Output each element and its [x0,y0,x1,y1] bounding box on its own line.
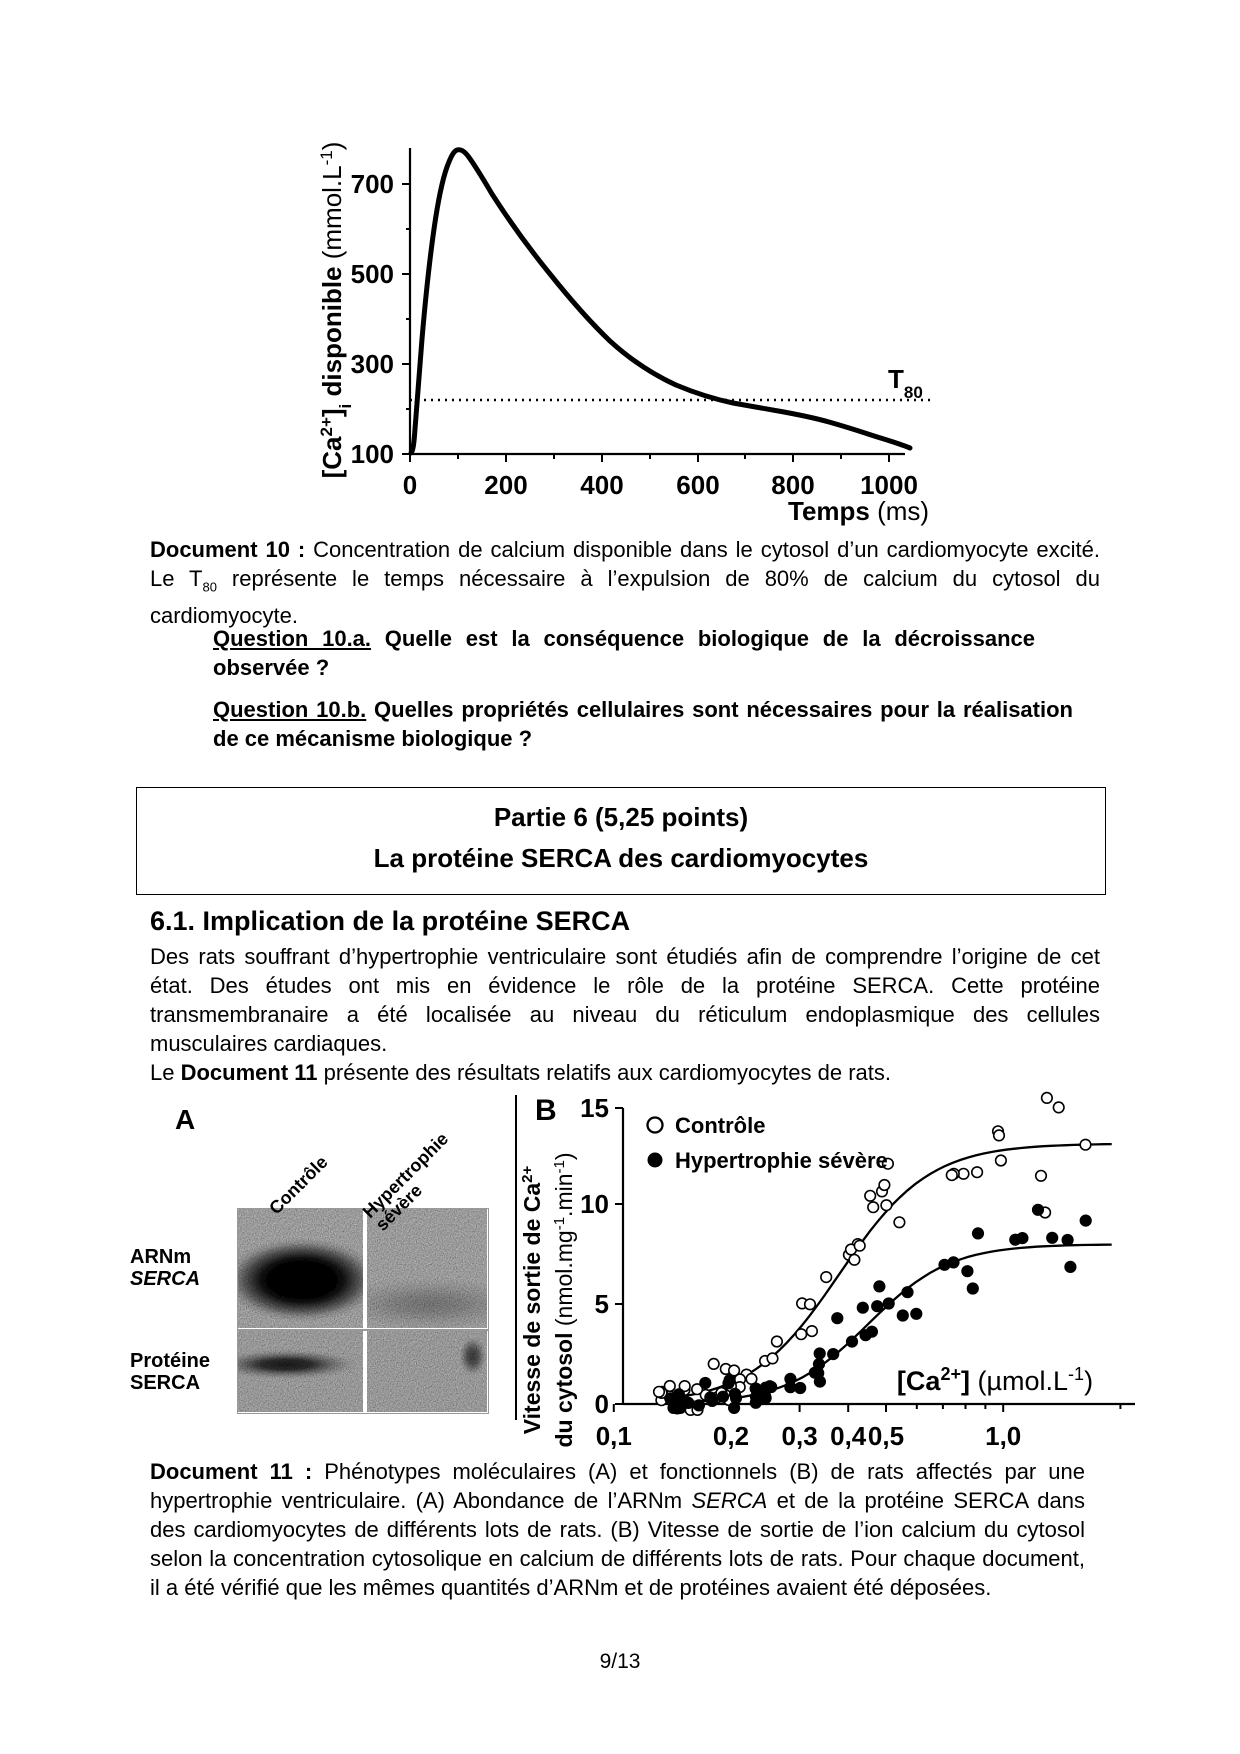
svg-text:500: 500 [351,259,394,289]
svg-text:Contrôle: Contrôle [675,1113,765,1138]
svg-text:Hypertrophie sévère: Hypertrophie sévère [675,1148,888,1173]
svg-text:1,0: 1,0 [985,1421,1021,1451]
svg-text:0,5: 0,5 [868,1421,904,1451]
svg-text:0,1: 0,1 [596,1421,632,1451]
svg-text:du cytosol (nmol.mg-1.min-1): du cytosol (nmol.mg-1.min-1) [551,1152,578,1447]
svg-text:[Ca2+] (µmol.L-1): [Ca2+] (µmol.L-1) [897,1364,1093,1396]
svg-text:0,3: 0,3 [782,1421,818,1451]
svg-text:B: B [535,1094,557,1127]
svg-text:200: 200 [484,470,527,500]
svg-text:Temps (ms): Temps (ms) [788,496,929,526]
svg-text:10: 10 [580,1189,609,1219]
svg-text:600: 600 [676,470,719,500]
svg-text:300: 300 [351,349,394,379]
svg-text:0,4: 0,4 [830,1421,867,1451]
svg-text:Vitesse de sortie de Ca2+: Vitesse de sortie de Ca2+ [519,1166,546,1435]
svg-text:400: 400 [580,470,623,500]
svg-text:700: 700 [351,169,394,199]
svg-text:5: 5 [595,1289,609,1319]
svg-text:15: 15 [580,1093,609,1123]
svg-text:0: 0 [595,1389,609,1419]
svg-text:T80: T80 [888,364,923,402]
svg-text:[Ca2+]i disponible (mmol.L-1): [Ca2+]i disponible (mmol.L-1) [317,142,355,479]
svg-text:0,2: 0,2 [713,1421,749,1451]
svg-text:0: 0 [403,470,417,500]
svg-text:100: 100 [351,439,394,469]
